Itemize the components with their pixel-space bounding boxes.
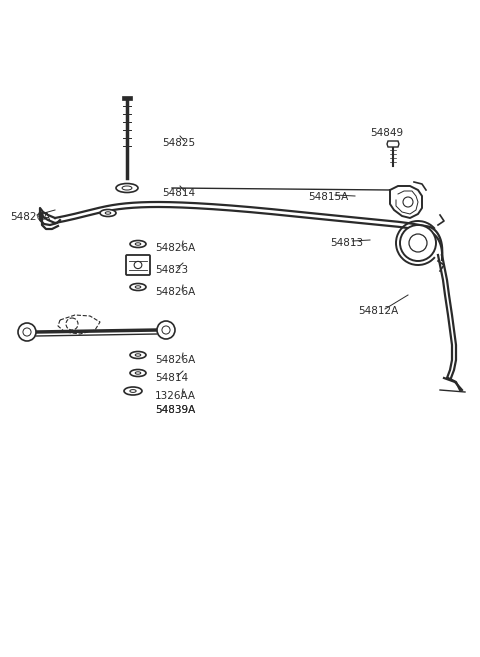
Ellipse shape: [135, 353, 141, 356]
Text: 54814: 54814: [155, 373, 188, 383]
Text: 54823: 54823: [155, 265, 188, 275]
Ellipse shape: [130, 284, 146, 290]
Ellipse shape: [135, 372, 141, 374]
Ellipse shape: [130, 351, 146, 359]
Circle shape: [409, 234, 427, 252]
Text: 54826A: 54826A: [155, 243, 195, 253]
Text: 54826A: 54826A: [155, 287, 195, 297]
Text: 54814: 54814: [162, 188, 195, 198]
Ellipse shape: [130, 390, 136, 392]
FancyBboxPatch shape: [126, 255, 150, 275]
Text: 54813: 54813: [330, 238, 363, 248]
Circle shape: [23, 328, 31, 336]
Polygon shape: [122, 96, 132, 100]
Circle shape: [157, 321, 175, 339]
Text: 54839A: 54839A: [155, 405, 195, 415]
Text: 54825: 54825: [162, 138, 195, 148]
Polygon shape: [387, 141, 399, 147]
Circle shape: [18, 323, 36, 341]
Ellipse shape: [130, 369, 146, 376]
Text: 54849: 54849: [370, 128, 403, 138]
Ellipse shape: [122, 186, 132, 190]
Text: 54826A: 54826A: [155, 355, 195, 365]
Text: 54812A: 54812A: [358, 306, 398, 316]
Circle shape: [400, 225, 436, 261]
Ellipse shape: [100, 210, 116, 217]
Text: 1326AA: 1326AA: [155, 391, 196, 401]
Circle shape: [162, 326, 170, 334]
Ellipse shape: [134, 261, 142, 269]
Text: 54826A: 54826A: [10, 212, 50, 222]
Ellipse shape: [135, 286, 141, 288]
Ellipse shape: [105, 212, 111, 214]
Ellipse shape: [124, 387, 142, 395]
Text: 54839A: 54839A: [155, 405, 195, 415]
Ellipse shape: [116, 183, 138, 193]
Text: 54815A: 54815A: [308, 192, 348, 202]
Ellipse shape: [130, 240, 146, 248]
Ellipse shape: [135, 243, 141, 245]
